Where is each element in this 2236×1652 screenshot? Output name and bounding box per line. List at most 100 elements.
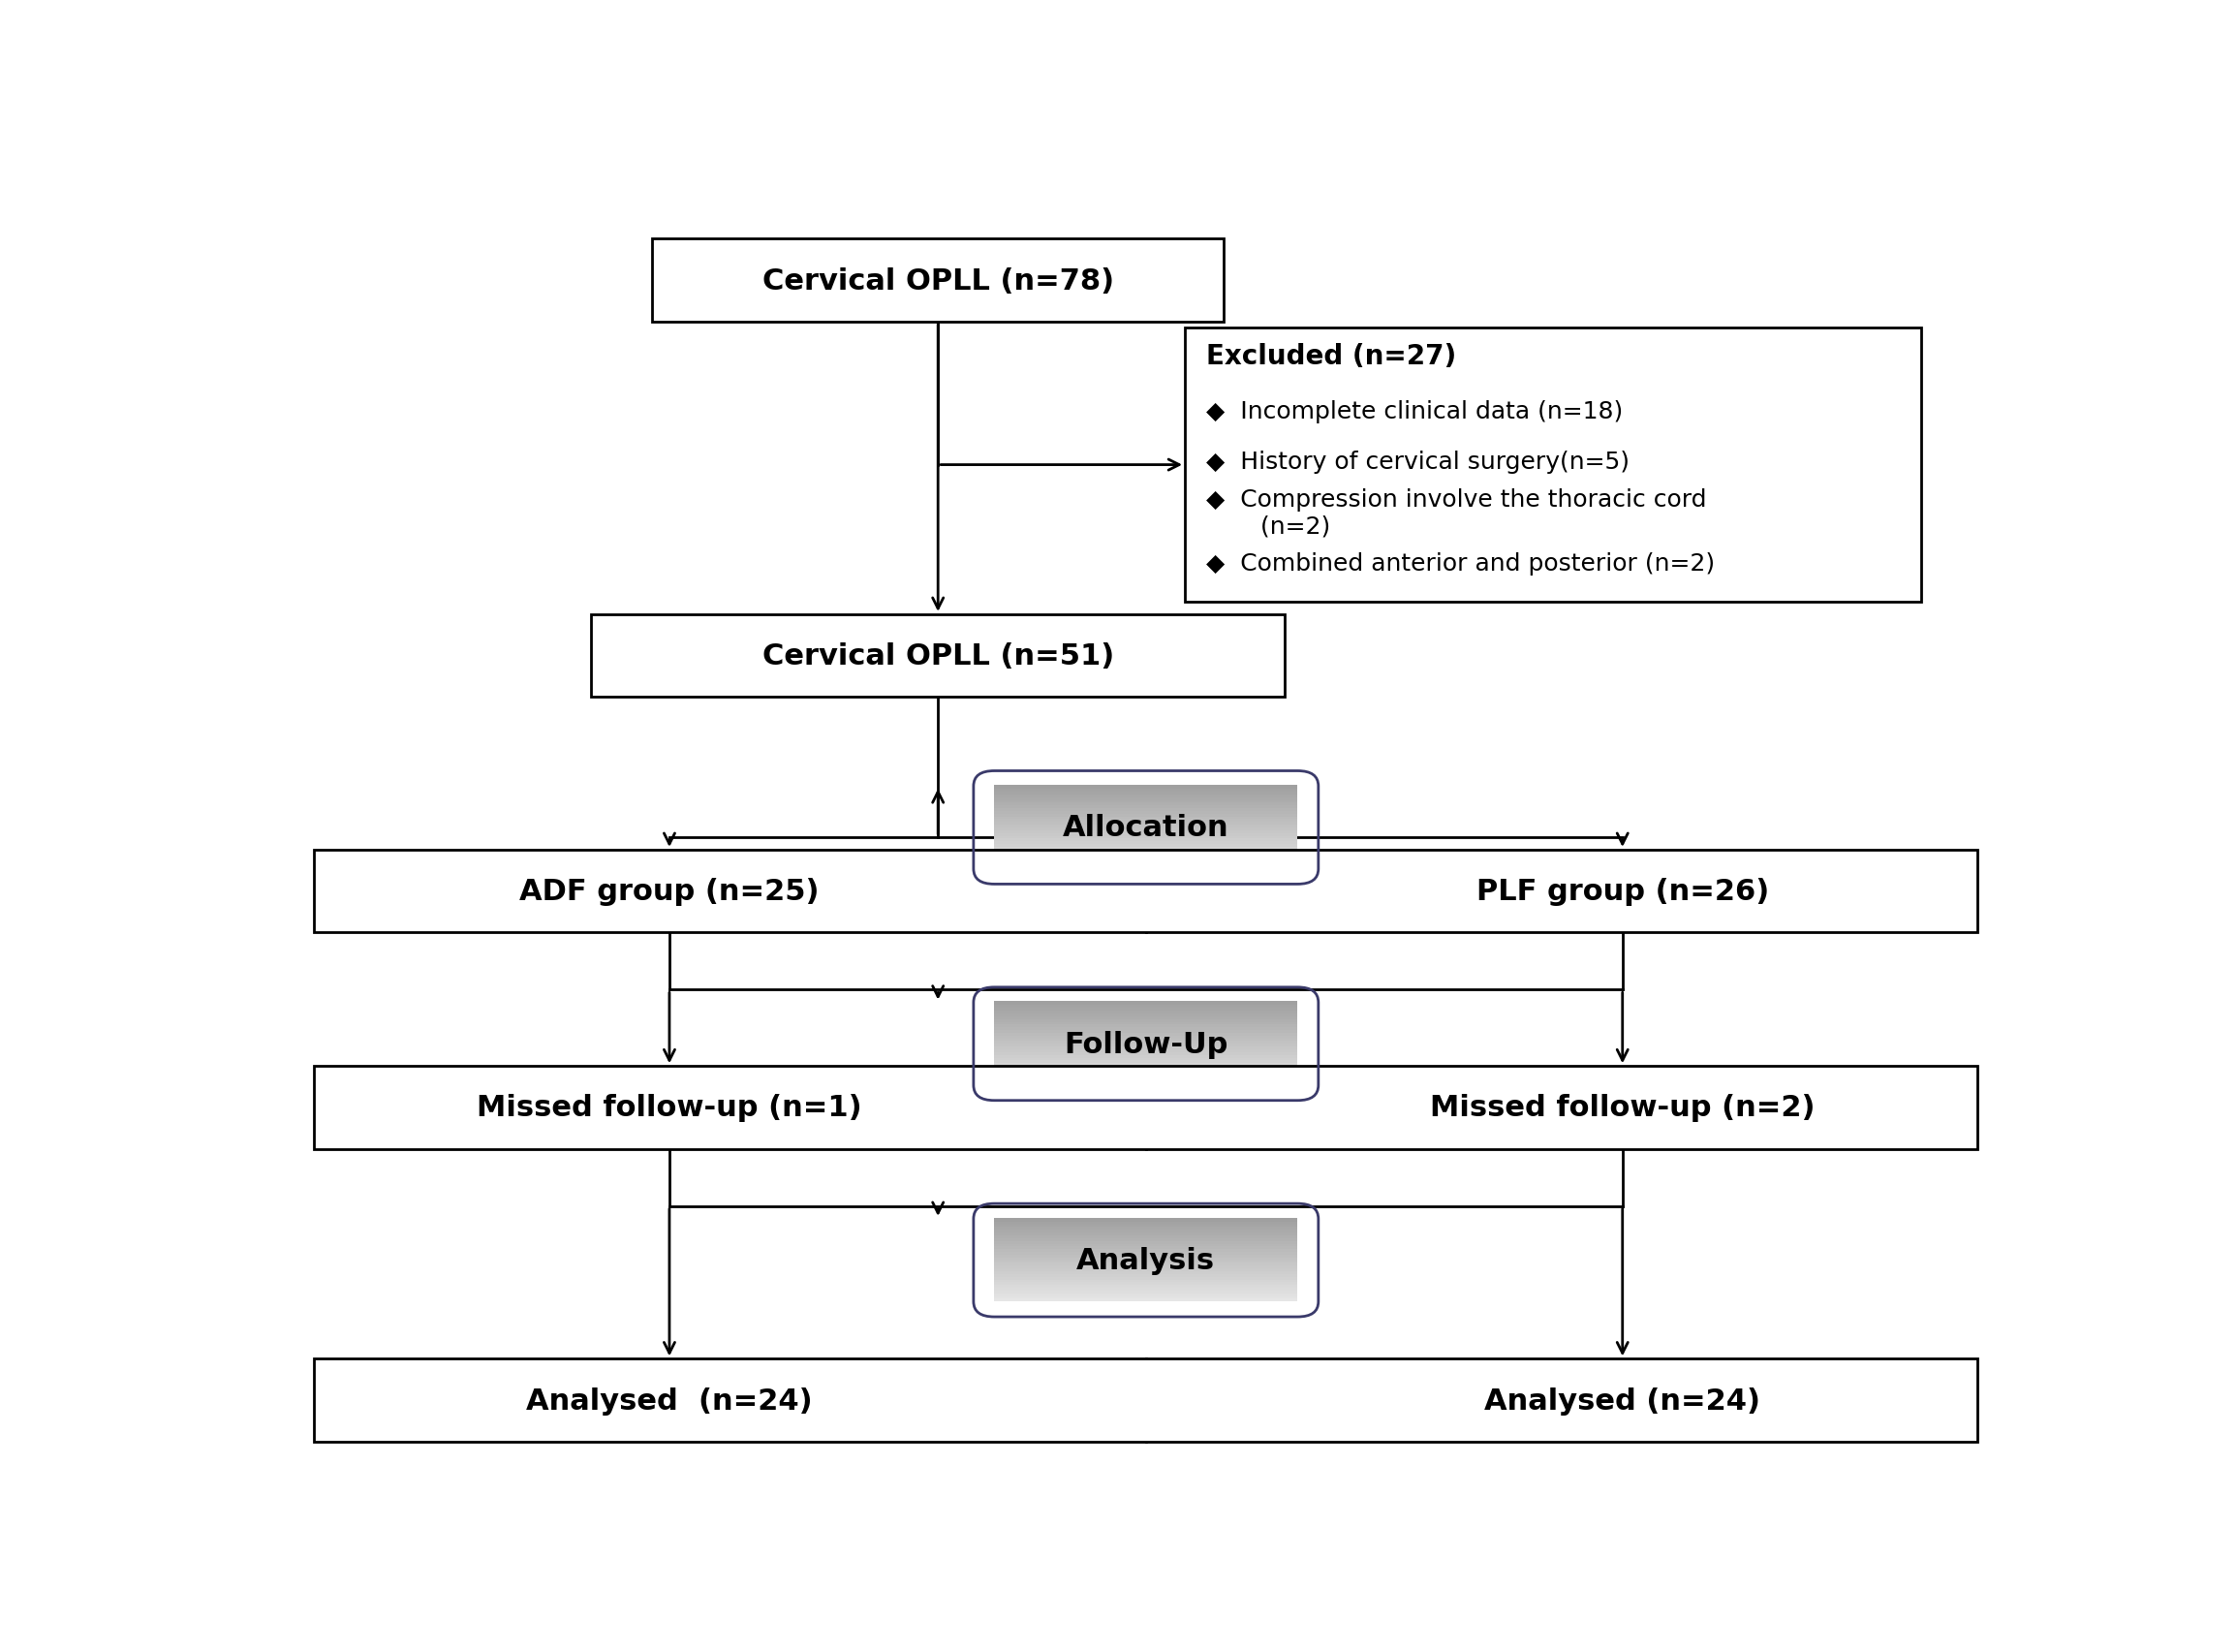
Bar xyxy=(995,813,1297,816)
Bar xyxy=(995,1026,1297,1031)
Bar xyxy=(995,1242,1297,1247)
Bar xyxy=(995,808,1297,811)
Bar xyxy=(995,791,1297,795)
Bar xyxy=(995,1218,1297,1222)
Bar xyxy=(995,834,1297,839)
Bar xyxy=(995,1062,1297,1066)
Bar xyxy=(995,816,1297,819)
Bar xyxy=(995,1254,1297,1257)
Bar xyxy=(995,1290,1297,1294)
Bar xyxy=(995,1082,1297,1085)
Bar xyxy=(995,809,1297,814)
Bar xyxy=(995,805,1297,808)
Bar xyxy=(995,1066,1297,1069)
Bar xyxy=(995,849,1297,852)
Text: ◆  Combined anterior and posterior (n=2): ◆ Combined anterior and posterior (n=2) xyxy=(1205,552,1715,575)
Bar xyxy=(995,1024,1297,1028)
Bar xyxy=(995,1013,1297,1016)
Bar xyxy=(995,1057,1297,1061)
Bar xyxy=(995,826,1297,831)
Bar xyxy=(995,857,1297,861)
Text: Analysed  (n=24): Analysed (n=24) xyxy=(525,1386,812,1414)
Bar xyxy=(995,846,1297,849)
Bar xyxy=(995,1259,1297,1264)
Bar xyxy=(995,838,1297,841)
Bar xyxy=(995,800,1297,803)
Bar xyxy=(995,1241,1297,1244)
Bar xyxy=(995,1042,1297,1047)
Bar xyxy=(995,1059,1297,1064)
Bar xyxy=(995,1074,1297,1077)
Bar xyxy=(995,1079,1297,1082)
Bar xyxy=(995,1287,1297,1290)
Text: Analysed (n=24): Analysed (n=24) xyxy=(1485,1386,1760,1414)
Bar xyxy=(995,843,1297,847)
Bar xyxy=(995,854,1297,859)
Bar xyxy=(995,1295,1297,1298)
Bar xyxy=(995,1008,1297,1011)
Bar xyxy=(995,1246,1297,1249)
Bar xyxy=(995,1234,1297,1239)
Text: Analysis: Analysis xyxy=(1076,1246,1216,1274)
Bar xyxy=(995,1262,1297,1265)
Text: Missed follow-up (n=2): Missed follow-up (n=2) xyxy=(1431,1094,1816,1122)
Bar xyxy=(995,1001,1297,1006)
Bar xyxy=(995,841,1297,844)
Bar xyxy=(995,1251,1297,1256)
Text: Cervical OPLL (n=78): Cervical OPLL (n=78) xyxy=(762,268,1114,296)
Bar xyxy=(995,1267,1297,1272)
Bar xyxy=(995,1282,1297,1285)
Bar xyxy=(995,1032,1297,1036)
Bar xyxy=(995,824,1297,828)
Bar xyxy=(995,1021,1297,1024)
Text: Follow-Up: Follow-Up xyxy=(1064,1031,1228,1059)
Bar xyxy=(995,796,1297,800)
Bar xyxy=(995,788,1297,791)
Bar xyxy=(995,821,1297,824)
FancyBboxPatch shape xyxy=(313,851,1979,933)
Bar xyxy=(995,1298,1297,1302)
Bar xyxy=(995,1018,1297,1023)
Bar xyxy=(995,1275,1297,1280)
Text: ◆  Compression involve the thoracic cord
       (n=2): ◆ Compression involve the thoracic cord … xyxy=(1205,487,1706,539)
Bar xyxy=(995,1037,1297,1041)
Bar xyxy=(995,1249,1297,1252)
Bar xyxy=(995,1270,1297,1274)
Text: Excluded (n=27): Excluded (n=27) xyxy=(1205,344,1456,370)
FancyBboxPatch shape xyxy=(653,240,1223,322)
Text: ADF group (n=25): ADF group (n=25) xyxy=(519,877,818,905)
Bar xyxy=(995,1226,1297,1231)
Bar xyxy=(995,1070,1297,1074)
Bar xyxy=(995,1257,1297,1260)
Bar xyxy=(995,1049,1297,1052)
FancyBboxPatch shape xyxy=(590,615,1286,697)
Text: PLF group (n=26): PLF group (n=26) xyxy=(1476,877,1769,905)
Bar xyxy=(995,1279,1297,1282)
Bar xyxy=(995,866,1297,869)
Text: Missed follow-up (n=1): Missed follow-up (n=1) xyxy=(476,1094,863,1122)
Bar xyxy=(995,1067,1297,1072)
Bar xyxy=(995,1054,1297,1057)
Bar xyxy=(995,1237,1297,1241)
Bar xyxy=(995,829,1297,833)
Bar xyxy=(995,1222,1297,1227)
Bar xyxy=(995,1221,1297,1224)
Bar xyxy=(995,1009,1297,1014)
Bar xyxy=(995,1029,1297,1032)
Bar xyxy=(995,862,1297,867)
Text: Allocation: Allocation xyxy=(1062,814,1230,843)
Bar xyxy=(995,801,1297,806)
FancyBboxPatch shape xyxy=(313,1067,1979,1150)
Bar xyxy=(995,785,1297,790)
FancyBboxPatch shape xyxy=(1185,329,1921,601)
FancyBboxPatch shape xyxy=(313,1360,1979,1442)
Bar xyxy=(995,1265,1297,1269)
Bar xyxy=(995,793,1297,798)
Bar xyxy=(995,818,1297,823)
Bar xyxy=(995,1229,1297,1232)
Text: Cervical OPLL (n=51): Cervical OPLL (n=51) xyxy=(762,643,1114,671)
Text: ◆  History of cervical surgery(n=5): ◆ History of cervical surgery(n=5) xyxy=(1205,451,1630,474)
Bar xyxy=(995,1051,1297,1056)
Bar xyxy=(995,1274,1297,1277)
Bar xyxy=(995,1292,1297,1297)
